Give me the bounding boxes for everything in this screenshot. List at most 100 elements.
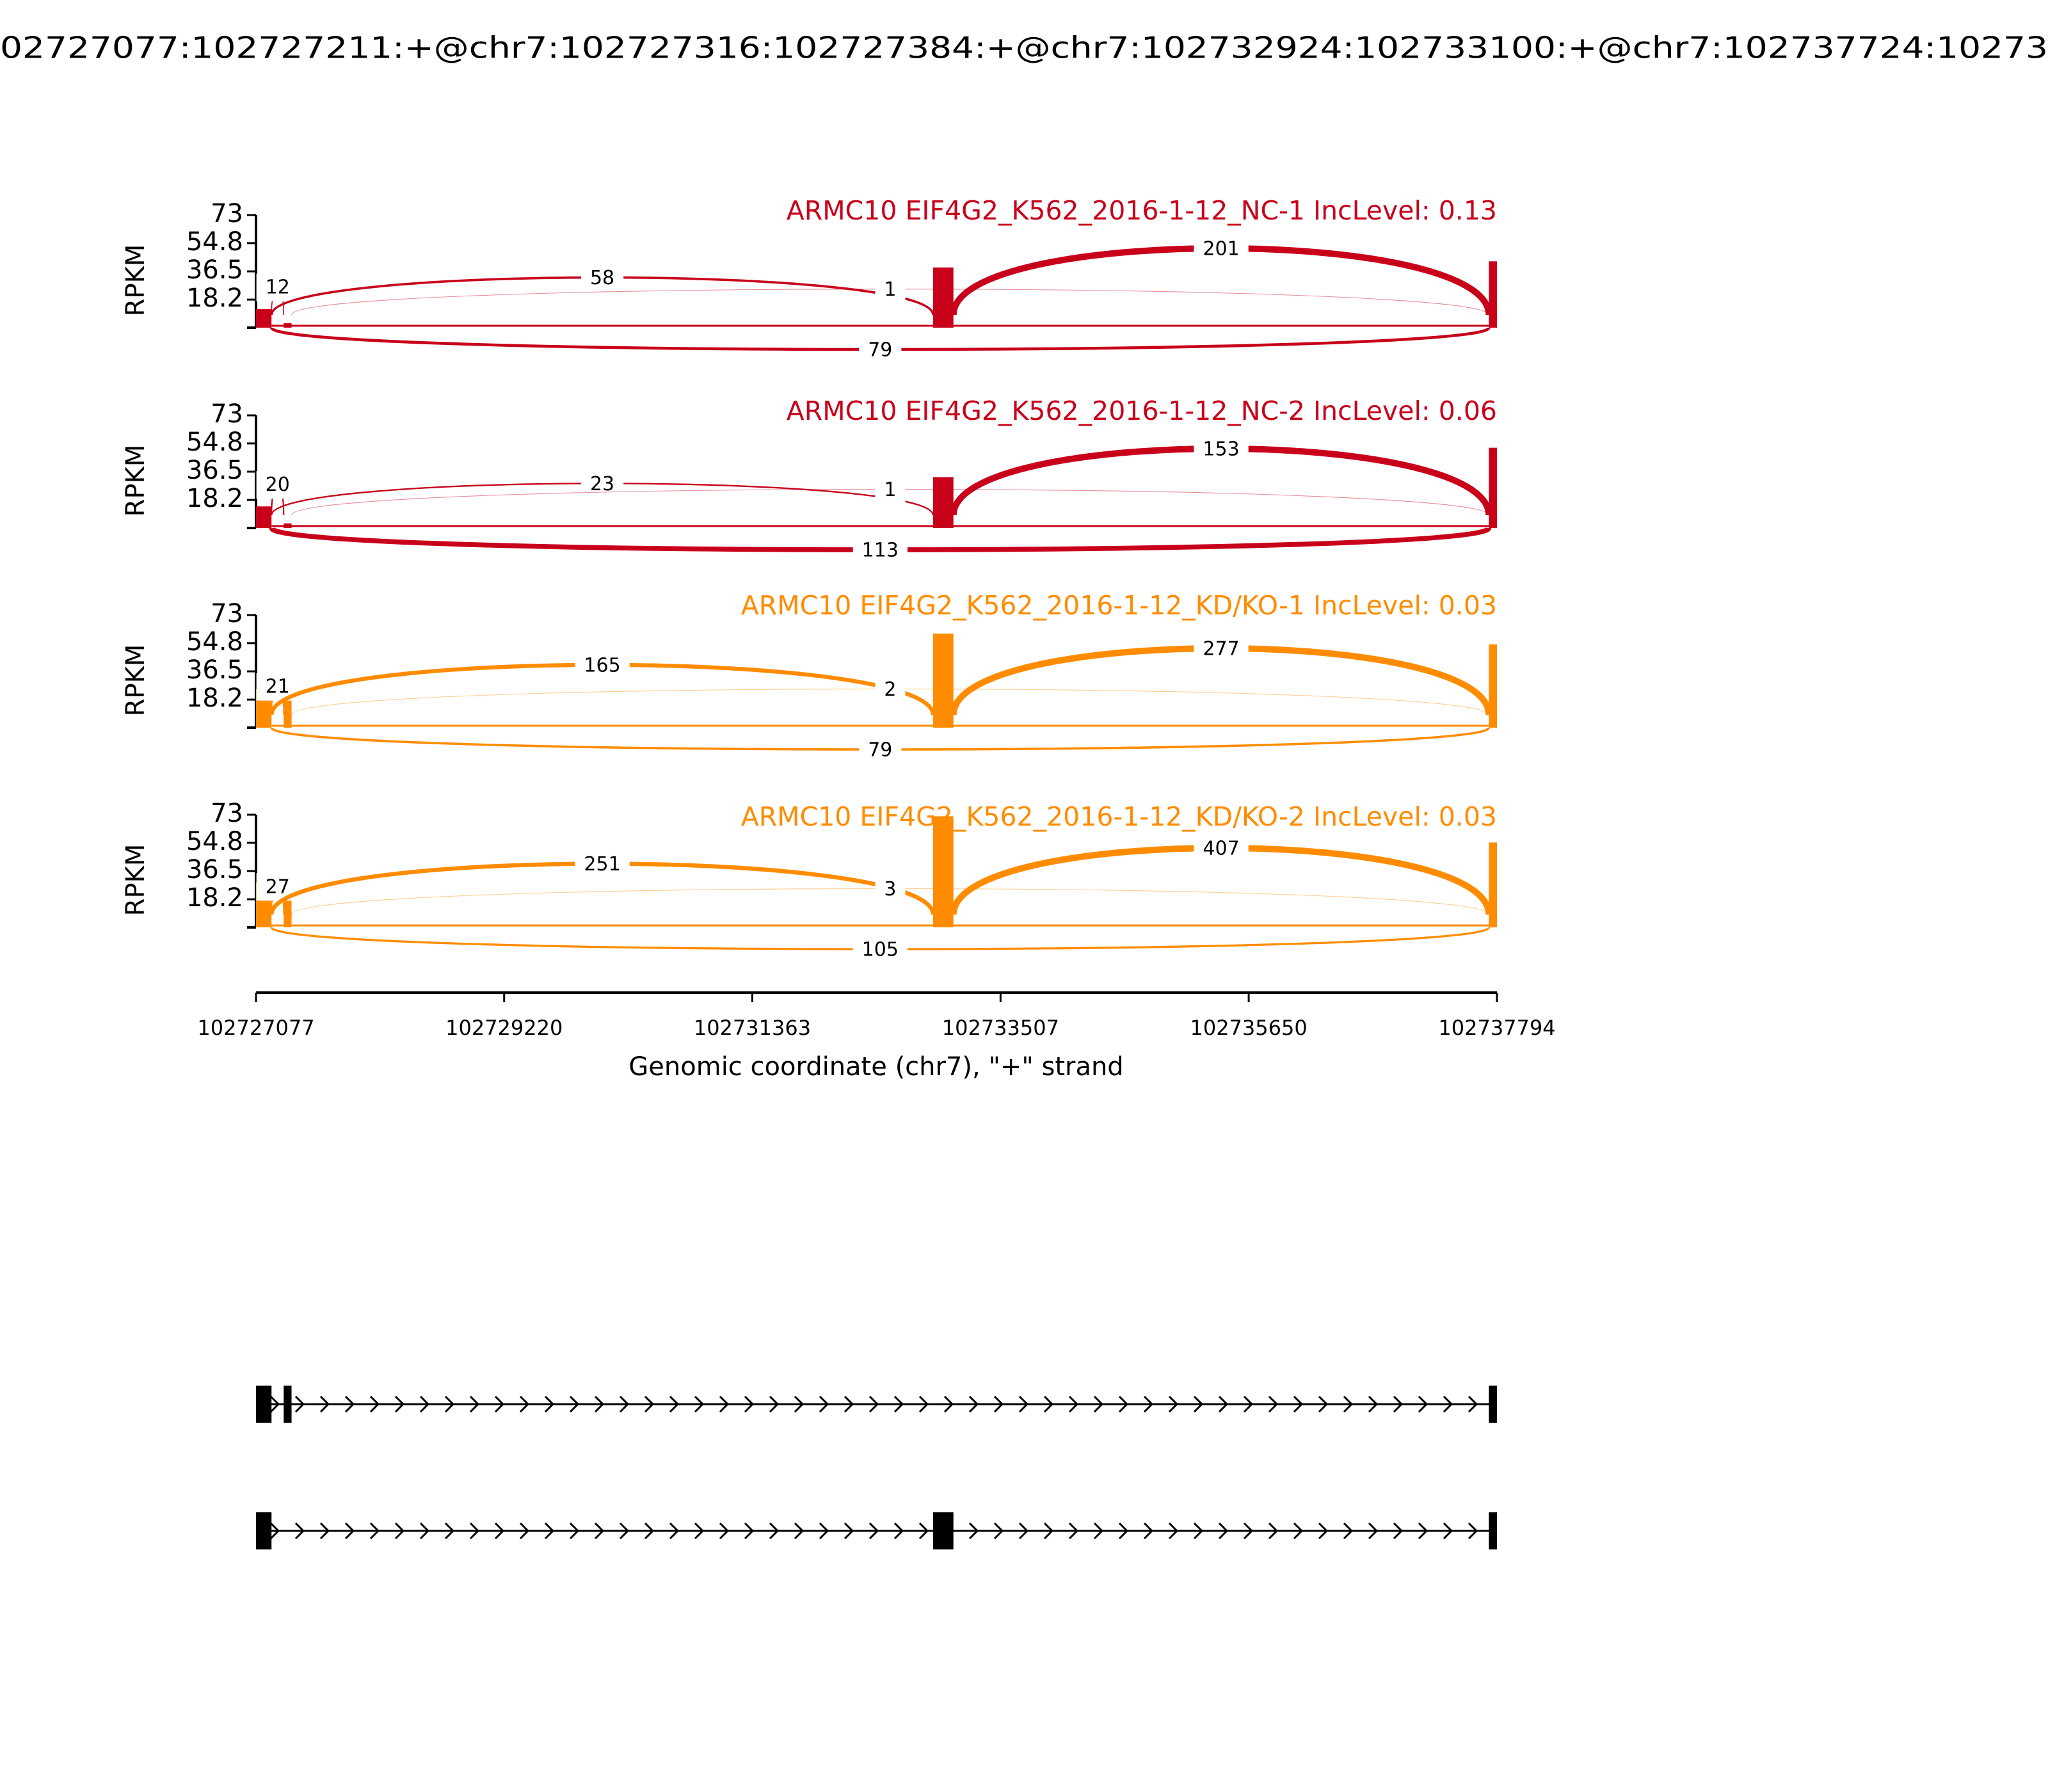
junction-label-bg (875, 276, 906, 304)
junction-label-group: 201 (1194, 235, 1249, 263)
junction-label-group: 1 (875, 276, 906, 304)
strand-arrow (1193, 1395, 1204, 1413)
junction-label-group: 23 (580, 470, 624, 498)
junction-label-bg (575, 652, 630, 680)
y-tick-label: 36.5 (186, 255, 243, 285)
exon (1489, 1386, 1497, 1423)
strand-arrow (1043, 1522, 1054, 1540)
strand-arrow (294, 1395, 305, 1413)
junction-label: 58 (590, 267, 614, 289)
y-tick-label: 18.2 (186, 883, 243, 913)
strand-arrow (669, 1522, 680, 1540)
strand-arrow (569, 1395, 580, 1413)
strand-arrow (1268, 1395, 1279, 1413)
x-tick-label: 102729220 (445, 1016, 563, 1040)
exon (932, 1512, 954, 1549)
strand-arrow (819, 1522, 829, 1540)
exon (284, 1386, 292, 1423)
strand-arrow (344, 1522, 355, 1540)
strand-arrow (469, 1395, 480, 1413)
strand-arrow (1143, 1395, 1154, 1413)
junction-label-group: 1 (875, 476, 906, 504)
junction-label-group: 12 (256, 273, 299, 301)
strand-arrow (968, 1522, 979, 1540)
figure-title: 02727077:102727211:+@chr7:102727316:1027… (0, 31, 2048, 65)
junction-label: 251 (584, 853, 620, 876)
junction-label-group: 58 (580, 264, 624, 292)
strand-arrow (794, 1395, 804, 1413)
coverage (284, 323, 292, 328)
coverage (932, 477, 954, 528)
strand-arrow (1093, 1395, 1104, 1413)
strand-arrow (719, 1395, 730, 1413)
strand-arrow (469, 1522, 480, 1540)
strand-arrow (344, 1395, 355, 1413)
strand-arrow (1118, 1522, 1129, 1540)
junction-label: 1 (884, 278, 896, 301)
y-tick-label: 73 (211, 799, 243, 828)
strand-arrow (519, 1522, 530, 1540)
strand-arrow (1118, 1395, 1129, 1413)
strand-arrow (1418, 1395, 1428, 1413)
strand-arrow (644, 1395, 655, 1413)
strand-arrow (868, 1395, 879, 1413)
strand-arrow (794, 1522, 804, 1540)
junction-label: 27 (266, 876, 290, 898)
coverage (932, 633, 954, 728)
sample-label: ARMC10 EIF4G2_K562_2016-1-12_KD/KO-2 Inc… (741, 801, 1497, 832)
junction-label-bg (580, 264, 624, 292)
coverage (1489, 447, 1497, 528)
strand-arrow (1243, 1395, 1254, 1413)
strand-arrow (494, 1522, 505, 1540)
strand-arrow (544, 1395, 555, 1413)
strand-arrow (918, 1395, 929, 1413)
strand-arrow (1343, 1395, 1354, 1413)
strand-arrow (719, 1522, 730, 1540)
junction-label-bg (1194, 835, 1249, 863)
strand-arrow (1043, 1395, 1054, 1413)
x-axis-label: Genomic coordinate (chr7), "+" strand (628, 1052, 1123, 1082)
strand-arrow (369, 1395, 380, 1413)
junction-label-bg (575, 851, 630, 879)
strand-arrow (1018, 1395, 1029, 1413)
y-tick-label: 18.2 (186, 284, 243, 313)
strand-arrow (419, 1522, 430, 1540)
junction-label-group: 79 (859, 736, 902, 764)
y-axis-label: RPKM (121, 644, 150, 717)
junction-label: 407 (1203, 838, 1239, 860)
junction-label-bg (256, 471, 299, 499)
sample-label: ARMC10 EIF4G2_K562_2016-1-12_KD/KO-1 Inc… (741, 590, 1497, 621)
junction-label-bg (875, 676, 906, 704)
strand-arrow (1268, 1522, 1279, 1540)
junction-label: 23 (590, 473, 614, 495)
junction-label-bg (875, 876, 906, 904)
coverage (284, 896, 292, 927)
junction-label: 1 (884, 479, 896, 501)
strand-arrow (444, 1522, 455, 1540)
strand-arrow (1393, 1522, 1404, 1540)
coverage (1489, 842, 1497, 927)
strand-arrow (269, 1522, 280, 1540)
strand-arrow (394, 1522, 405, 1540)
y-axis-label: RPKM (121, 244, 150, 317)
strand-arrow (1368, 1522, 1379, 1540)
strand-arrow (1318, 1522, 1329, 1540)
strand-arrow (1093, 1522, 1104, 1540)
strand-arrow (644, 1522, 655, 1540)
strand-arrow (1443, 1522, 1453, 1540)
sample-label: ARMC10 EIF4G2_K562_2016-1-12_NC-1 IncLev… (787, 195, 1497, 226)
strand-arrow (893, 1522, 904, 1540)
strand-arrow (294, 1522, 305, 1540)
junction-label: 105 (862, 939, 899, 961)
coverage (256, 506, 272, 528)
strand-arrow (868, 1522, 879, 1540)
x-tick-label: 102731363 (694, 1016, 811, 1040)
y-tick-label: 54.8 (186, 428, 243, 457)
coverage (256, 309, 272, 328)
exon (1489, 1512, 1497, 1549)
strand-arrow (893, 1395, 904, 1413)
y-tick-label: 36.5 (186, 855, 243, 884)
strand-arrow (519, 1395, 530, 1413)
y-tick-label: 54.8 (186, 827, 243, 856)
